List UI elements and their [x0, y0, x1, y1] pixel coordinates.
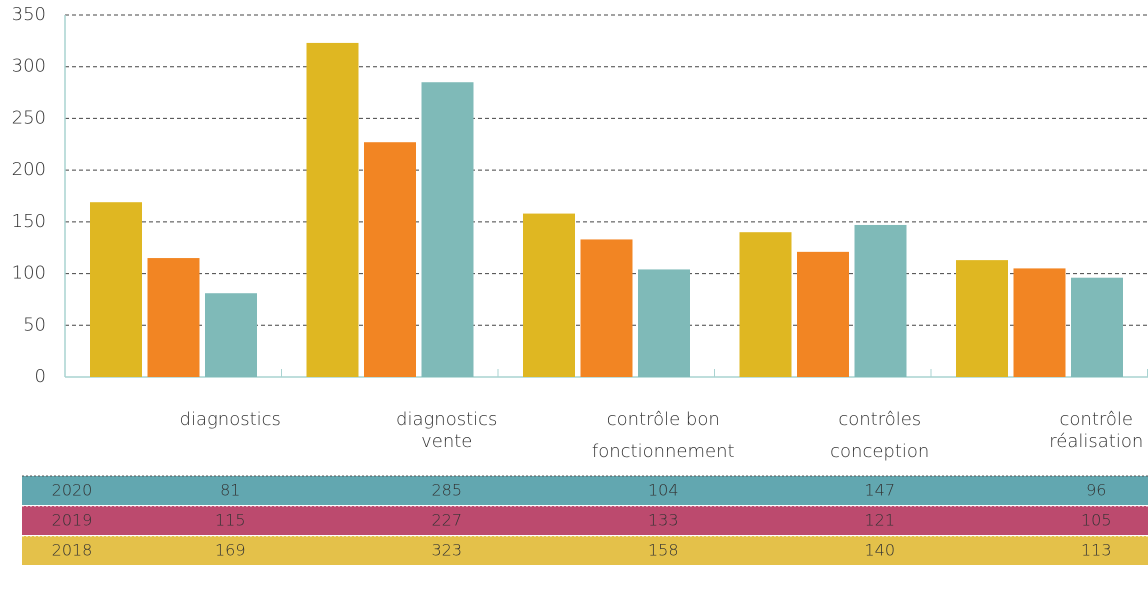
table-value: 285 — [431, 481, 462, 500]
table-row — [22, 536, 1148, 565]
table-value: 105 — [1081, 511, 1112, 530]
bar — [956, 260, 1008, 377]
bar — [854, 224, 907, 377]
x-tick-label: contrôle bon — [607, 409, 720, 430]
bar — [147, 258, 200, 377]
legend-label: 2019 — [52, 511, 93, 530]
x-tick-label: réalisation — [1049, 431, 1143, 452]
x-tick-label: vente — [421, 431, 472, 452]
table-value: 133 — [648, 511, 679, 530]
bar — [1071, 277, 1123, 377]
x-tick-label: diagnostics — [180, 409, 281, 430]
y-tick-label: 300 — [12, 56, 46, 77]
y-tick-label: 200 — [12, 159, 46, 180]
y-tick-label: 350 — [12, 4, 46, 25]
y-tick-label: 250 — [12, 107, 46, 128]
x-tick-label: conception — [830, 441, 929, 462]
x-tick-label: contrôle — [1060, 409, 1133, 430]
bar — [739, 232, 792, 377]
table-value: 96 — [1086, 481, 1106, 500]
bar — [364, 142, 416, 377]
table-row — [22, 476, 1148, 505]
y-tick-label: 100 — [12, 263, 46, 284]
bar — [90, 202, 142, 377]
table-value: 140 — [864, 541, 895, 560]
table-value: 158 — [648, 541, 679, 560]
table-value: 121 — [864, 511, 895, 530]
y-tick-label: 0 — [35, 366, 46, 387]
bar — [205, 293, 257, 377]
y-tick-label: 150 — [12, 211, 46, 232]
table-value: 169 — [215, 541, 246, 560]
table-value: 115 — [215, 511, 246, 530]
legend-label: 2020 — [52, 481, 93, 500]
bar — [523, 213, 575, 377]
table-value: 323 — [431, 541, 462, 560]
bar — [1013, 268, 1066, 377]
table-value: 104 — [648, 481, 679, 500]
bar — [580, 239, 633, 377]
bar — [638, 269, 690, 377]
x-tick-label: diagnostics — [396, 409, 497, 430]
x-tick-label: contrôles — [838, 409, 921, 430]
bar — [306, 42, 359, 377]
table-value: 227 — [431, 511, 462, 530]
table-row — [22, 506, 1148, 535]
table-value: 147 — [864, 481, 895, 500]
bar — [421, 82, 474, 377]
y-tick-label: 50 — [23, 314, 46, 335]
table-value: 81 — [220, 481, 240, 500]
x-tick-label: fonctionnement — [592, 441, 735, 462]
table-value: 113 — [1081, 541, 1112, 560]
legend-label: 2018 — [52, 541, 93, 560]
bar — [797, 251, 849, 377]
